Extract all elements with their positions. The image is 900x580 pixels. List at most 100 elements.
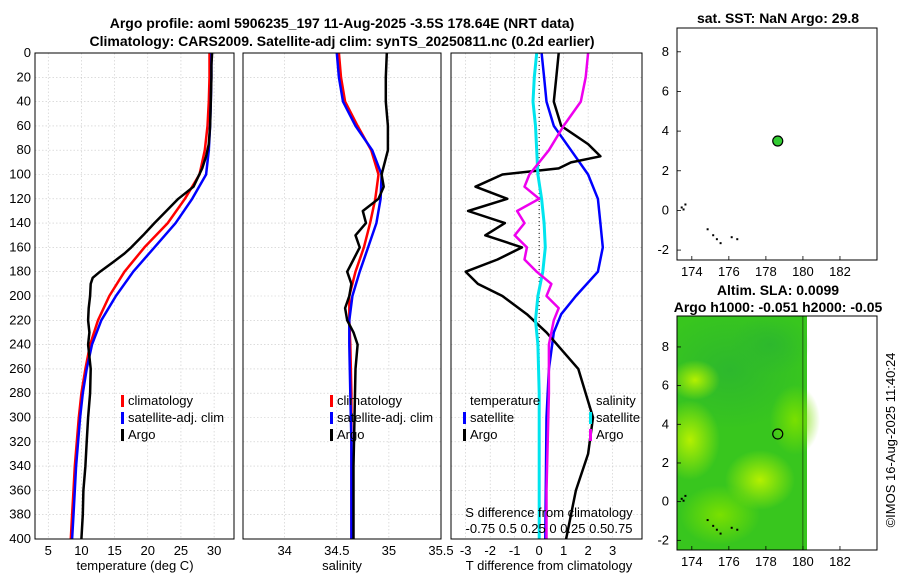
sla-blob-light1 <box>677 400 720 480</box>
legend-title-salinity: salinity <box>596 393 636 408</box>
legend-label-s-satellite: satellite <box>596 410 640 425</box>
legend-label-climatology: climatology <box>128 393 194 408</box>
legend-swatch-satellite <box>121 412 124 424</box>
map-y-tick-label: -2 <box>657 532 669 547</box>
temperature-lines <box>69 53 214 539</box>
map-y-tick-label: 8 <box>662 44 669 59</box>
series-line-argo <box>80 53 214 539</box>
legend-title-temperature: temperature <box>470 393 540 408</box>
difference-xlabel: T difference from climatology <box>466 558 633 573</box>
sst-axes-box <box>676 27 878 261</box>
legend-swatch-argo <box>121 429 124 441</box>
sla-blob-dark2 <box>730 316 810 375</box>
legend-label-satellite: satellite-adj. clim <box>337 410 433 425</box>
y-tick-label: 400 <box>9 531 31 546</box>
y-tick-label: 20 <box>17 69 31 84</box>
map-x-tick-label: 180 <box>792 554 814 569</box>
difference-axes-box <box>450 52 643 540</box>
x-tick-label: 3 <box>609 543 616 558</box>
x-tick-label: 30 <box>207 543 221 558</box>
map-y-tick-label: 4 <box>662 123 669 138</box>
title-line1: Argo profile: aoml 5906235_197 11-Aug-20… <box>110 15 575 31</box>
salinity-lines <box>335 53 390 539</box>
x-tick-label: -1 <box>509 543 521 558</box>
island-speck <box>730 236 733 239</box>
legend-swatch-s-argo <box>589 429 592 441</box>
map-x-tick-label: 178 <box>755 554 777 569</box>
map-y-tick-label: -2 <box>657 242 669 257</box>
island-speck <box>682 499 685 502</box>
island-speck <box>736 528 739 531</box>
salinity-axes-box <box>242 52 442 540</box>
y-tick-label: 240 <box>9 337 31 352</box>
difference-lines <box>464 53 605 539</box>
series-line-t-argo <box>464 53 602 539</box>
map-x-tick-label: 182 <box>829 264 851 279</box>
legend-swatch-s-satellite <box>589 412 592 424</box>
y-tick-label: 80 <box>17 142 31 157</box>
legend-swatch-climatology <box>121 395 124 407</box>
y-tick-label: 160 <box>9 239 31 254</box>
map-x-tick-label: 174 <box>681 554 703 569</box>
sla-map-content <box>680 316 804 550</box>
x-tick-label: 34.5 <box>324 543 349 558</box>
x-tick-label: 5 <box>45 543 52 558</box>
map-y-tick-label: 4 <box>662 416 669 431</box>
series-line-t-satellite <box>540 53 605 539</box>
x-tick-label: 15 <box>107 543 121 558</box>
y-tick-label: 320 <box>9 434 31 449</box>
x-tick-label: 10 <box>74 543 88 558</box>
x-tick-label: 35 <box>382 543 396 558</box>
island-speck <box>719 532 722 535</box>
legend-label-t-argo: Argo <box>470 427 497 442</box>
island-speck <box>715 528 718 531</box>
argo-position-marker <box>772 135 784 147</box>
y-tick-label: 180 <box>9 264 31 279</box>
salinity-legend: climatology satellite-adj. clim Argo <box>330 393 433 442</box>
series-line-climatology <box>69 53 211 539</box>
salinity-grid <box>243 52 442 540</box>
island-speck <box>680 497 683 500</box>
temperature-xlabel: temperature (deg C) <box>76 558 193 573</box>
map-y-tick-label: 6 <box>662 378 669 393</box>
sla-map-title-line1: Altim. SLA: 0.0099 <box>717 282 839 298</box>
island-speck <box>706 228 709 231</box>
legend-swatch-t-satellite <box>463 412 466 424</box>
x-tick-label: -2 <box>484 543 496 558</box>
legend-label-satellite: satellite-adj. clim <box>128 410 224 425</box>
y-tick-label: 340 <box>9 458 31 473</box>
island-speck <box>682 208 685 211</box>
y-tick-label: 0 <box>24 45 31 60</box>
legend-swatch-satellite <box>330 412 333 424</box>
x-tick-label: 35.5 <box>428 543 453 558</box>
y-tick-label: 120 <box>9 191 31 206</box>
y-tick-label: 100 <box>9 167 31 182</box>
sla-heatmap-field <box>677 316 820 550</box>
island-speck <box>712 234 715 237</box>
map-x-tick-label: 174 <box>681 264 703 279</box>
salinity-xlabel: salinity <box>322 558 362 573</box>
y-tick-label: 40 <box>17 94 31 109</box>
argo-position-marker <box>772 428 784 440</box>
island-speck <box>736 238 739 241</box>
island-speck <box>706 519 709 522</box>
island-speck <box>684 494 687 497</box>
island-speck <box>730 526 733 529</box>
map-x-tick-label: 176 <box>718 264 740 279</box>
temperature-grid <box>35 52 234 540</box>
legend-label-argo: Argo <box>128 427 155 442</box>
difference-legend: temperature salinity satellite Argo sate… <box>463 393 640 442</box>
s-difference-label: S difference from climatology <box>465 505 633 520</box>
island-speck <box>719 242 722 245</box>
series-line-s-satellite <box>531 53 547 539</box>
island-speck <box>712 524 715 527</box>
s-difference-ticks: -0.75 0.5 0.25 0 0.25 0.50.75 <box>466 521 633 536</box>
legend-label-t-satellite: satellite <box>470 410 514 425</box>
map-x-tick-label: 176 <box>718 554 740 569</box>
sst-map-content <box>680 135 784 245</box>
y-tick-label: 260 <box>9 361 31 376</box>
y-tick-label: 380 <box>9 507 31 522</box>
island-speck <box>715 238 718 241</box>
map-y-tick-label: 2 <box>662 455 669 470</box>
